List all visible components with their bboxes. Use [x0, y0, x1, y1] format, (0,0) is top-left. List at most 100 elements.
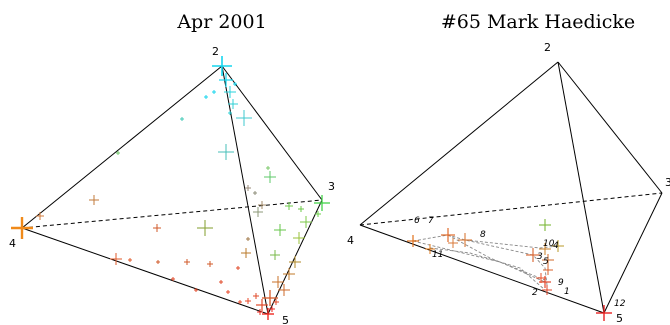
- plus-marker: [536, 273, 546, 283]
- plus-marker: [273, 299, 279, 305]
- point-label: 12: [614, 299, 626, 309]
- point-label: 8: [480, 230, 486, 240]
- plus-marker: [184, 259, 190, 265]
- plus-marker: [314, 195, 330, 211]
- plus-marker: [293, 232, 305, 244]
- plus-marker: [278, 284, 290, 296]
- plus-marker: [224, 86, 236, 98]
- plus-marker: [596, 305, 612, 321]
- edge-2-5: [557, 61, 605, 314]
- point-label: 7: [428, 216, 434, 226]
- plus-marker: [552, 240, 564, 252]
- trajectory-line: [412, 240, 546, 283]
- plus-marker: [425, 244, 435, 254]
- edge-4-3-hidden: [21, 199, 323, 229]
- point-label: 4: [553, 241, 559, 251]
- vertex-label-3: 3: [328, 180, 335, 193]
- plus-marker: [245, 185, 251, 191]
- plus-marker: [253, 207, 263, 217]
- plus-marker: [262, 308, 274, 320]
- plus-marker: [180, 117, 184, 121]
- plus-marker: [315, 211, 321, 217]
- vertex-label-2: 2: [544, 41, 551, 54]
- left-panel: Apr 2001 2 3 4 5: [9, 11, 335, 325]
- edge-4-3-hidden: [359, 192, 663, 226]
- plus-marker: [407, 235, 419, 247]
- plus-marker: [156, 260, 160, 264]
- plus-marker: [245, 298, 251, 304]
- plus-marker: [197, 220, 213, 236]
- plus-marker: [272, 276, 284, 288]
- plus-marker: [226, 290, 230, 294]
- edge-4-2: [21, 65, 223, 229]
- edge-2-3: [557, 61, 663, 194]
- point-label: 5: [543, 257, 549, 267]
- edge-2-5: [221, 65, 269, 315]
- plus-marker: [236, 266, 240, 270]
- right-panel: #65 Mark Haedicke 2 3 4 5 1 2 3 4 5: [347, 11, 670, 325]
- plus-marker: [219, 280, 223, 284]
- plus-marker: [236, 110, 252, 126]
- plus-marker: [542, 285, 552, 295]
- plus-marker: [171, 277, 175, 281]
- left-panel-title: Apr 2001: [176, 11, 266, 33]
- vertex-label-5: 5: [616, 312, 623, 325]
- plus-marker: [266, 166, 270, 170]
- plus-marker: [258, 201, 266, 209]
- plus-marker: [300, 216, 312, 228]
- plus-marker: [116, 151, 120, 155]
- plus-marker: [441, 228, 455, 242]
- plus-marker: [11, 217, 33, 239]
- point-label: 9: [558, 278, 564, 288]
- right-panel-title: #65 Mark Haedicke: [441, 11, 635, 33]
- plus-marker: [253, 293, 259, 299]
- vertex-label-4: 4: [9, 237, 16, 250]
- right-scatter-markers: [407, 219, 612, 321]
- plus-marker: [298, 206, 304, 212]
- plus-marker: [526, 248, 540, 262]
- plus-marker: [228, 111, 232, 115]
- plus-marker: [539, 243, 551, 255]
- point-label: 10: [543, 239, 555, 249]
- plus-marker: [458, 233, 472, 247]
- plus-marker: [241, 248, 251, 258]
- vertex-label-4: 4: [347, 234, 354, 247]
- plus-marker: [269, 306, 275, 312]
- right-tetrahedron-edges: [359, 61, 663, 314]
- plus-marker: [542, 254, 554, 266]
- plus-marker: [262, 290, 278, 306]
- plus-marker: [274, 224, 286, 236]
- plus-marker: [264, 171, 276, 183]
- trajectory-lines: [412, 234, 559, 291]
- edge-2-3: [221, 65, 323, 201]
- plus-marker: [253, 191, 257, 195]
- point-label: 6: [414, 216, 420, 226]
- vertex-label-2: 2: [212, 45, 219, 58]
- point-label: 1: [564, 287, 570, 297]
- plus-marker: [110, 253, 122, 265]
- plus-marker: [448, 238, 458, 248]
- plus-marker: [283, 268, 295, 280]
- plus-marker: [233, 82, 237, 86]
- plus-marker: [36, 212, 44, 220]
- trajectory-line: [464, 239, 559, 249]
- trajectory-line: [447, 234, 546, 281]
- plus-marker: [285, 202, 293, 210]
- left-tetrahedron-edges: [21, 65, 323, 315]
- plus-marker: [289, 256, 301, 268]
- edge-4-5: [359, 224, 605, 314]
- trajectory-line: [412, 234, 548, 286]
- edge-3-5: [603, 192, 663, 314]
- plus-marker: [256, 299, 268, 311]
- point-labels: 1 2 3 4 5 6 7 8 9 10 11 12: [414, 216, 626, 309]
- plus-marker: [238, 300, 242, 304]
- point-label: 11: [432, 250, 443, 260]
- plus-marker: [270, 250, 280, 260]
- trajectory-line: [429, 247, 546, 291]
- edge-4-5: [21, 227, 269, 315]
- edge-4-2: [359, 61, 559, 226]
- plus-marker: [194, 288, 198, 292]
- plus-marker: [207, 261, 213, 267]
- plus-marker: [219, 73, 233, 87]
